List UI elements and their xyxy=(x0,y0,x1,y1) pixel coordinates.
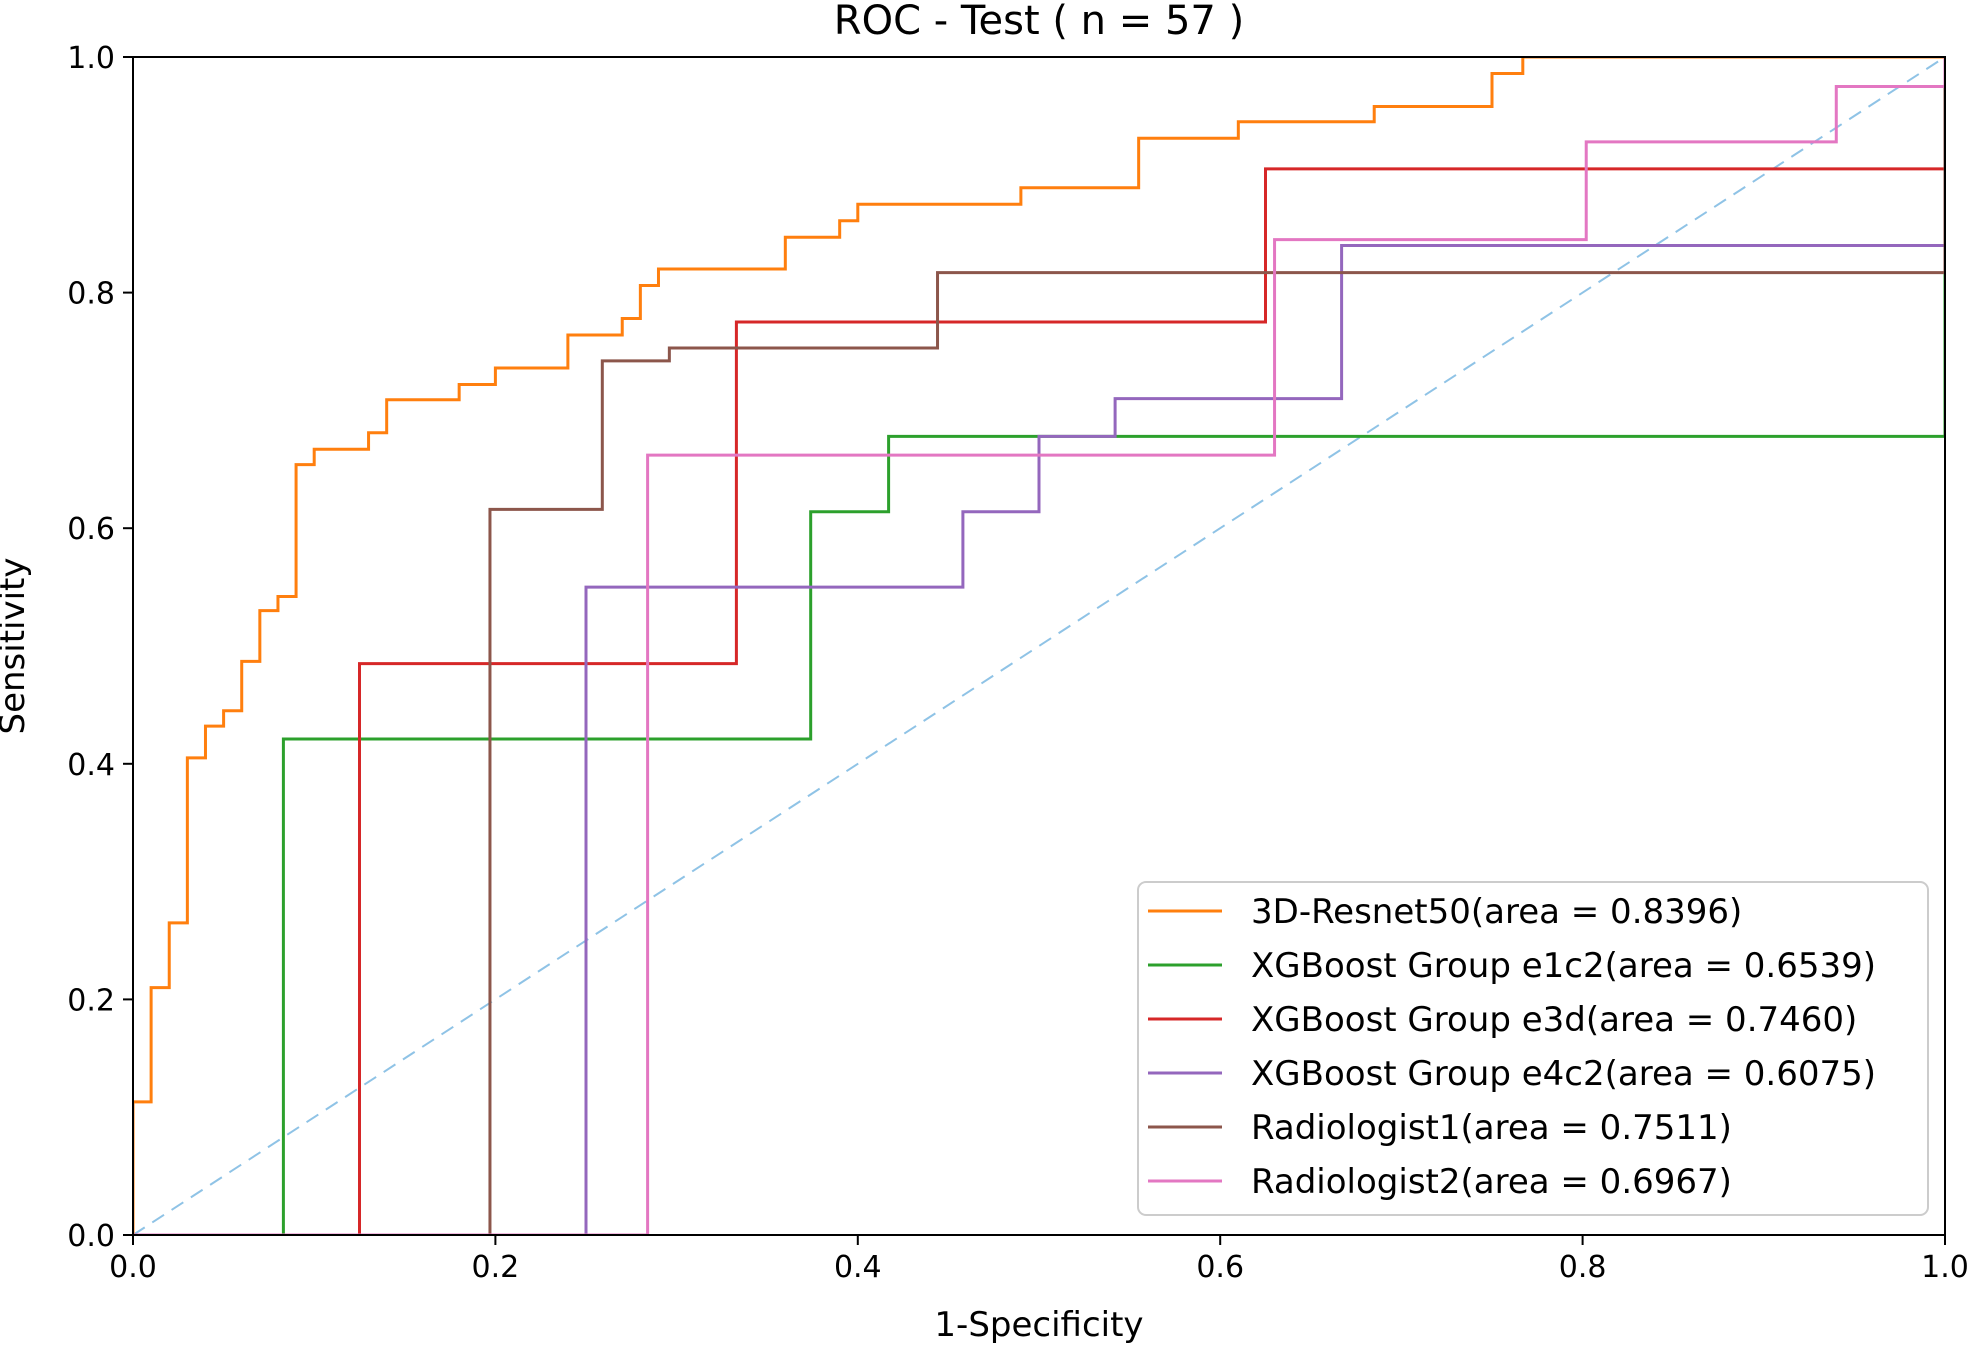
reference-layer xyxy=(133,57,1945,1235)
x-tick-label: 0.8 xyxy=(1559,1250,1607,1285)
series-line-5 xyxy=(133,57,1945,1235)
legend-label-0: 3D-Resnet50(area = 0.8396) xyxy=(1251,892,1742,932)
legend-label-4: Radiologist1(area = 0.7511) xyxy=(1251,1108,1732,1148)
y-tick-label: 0.8 xyxy=(67,277,115,312)
y-tick-label: 1.0 xyxy=(67,41,115,76)
x-tick-label: 0.0 xyxy=(109,1250,157,1285)
y-axis-label: Sensitivity xyxy=(0,557,33,734)
series-line-1 xyxy=(133,57,1945,1235)
series-line-2 xyxy=(133,57,1945,1235)
x-axis-label: 1-Specificity xyxy=(934,1305,1143,1345)
plot-frame xyxy=(132,56,1946,1236)
plot-area xyxy=(133,57,1945,1235)
y-tick-label: 0.4 xyxy=(67,748,115,783)
legend-label-5: Radiologist2(area = 0.6967) xyxy=(1251,1162,1732,1202)
legend-box xyxy=(1137,881,1929,1216)
x-tick-label: 0.2 xyxy=(472,1250,520,1285)
x-axis: 0.0 0.2 0.4 0.6 0.8 1.0 xyxy=(109,1235,1969,1285)
y-tick-label: 0.0 xyxy=(67,1219,115,1254)
legend-label-1: XGBoost Group e1c2(area = 0.6539) xyxy=(1251,946,1876,986)
y-tick-label: 0.2 xyxy=(67,983,115,1018)
x-tick-label: 0.6 xyxy=(1196,1250,1244,1285)
y-axis: 0.0 0.2 0.4 0.6 0.8 1.0 xyxy=(67,41,133,1254)
legend-label-2: XGBoost Group e3d(area = 0.7460) xyxy=(1251,1000,1857,1040)
y-tick-label: 0.6 xyxy=(67,512,115,547)
x-tick-label: 1.0 xyxy=(1921,1250,1969,1285)
series-line-3 xyxy=(133,57,1945,1235)
series-layer xyxy=(133,57,1945,1235)
chart-title: ROC - Test ( n = 57 ) xyxy=(834,0,1244,44)
legend-items: 3D-Resnet50(area = 0.8396) XGBoost Group … xyxy=(1148,892,1876,1202)
series-line-0 xyxy=(133,57,1945,1235)
x-tick-label: 0.4 xyxy=(834,1250,882,1285)
legend-label-3: XGBoost Group e4c2(area = 0.6075) xyxy=(1251,1054,1876,1094)
legend: 3D-Resnet50(area = 0.8396) XGBoost Group … xyxy=(1137,881,1929,1216)
chance-reference-line xyxy=(133,57,1945,1235)
